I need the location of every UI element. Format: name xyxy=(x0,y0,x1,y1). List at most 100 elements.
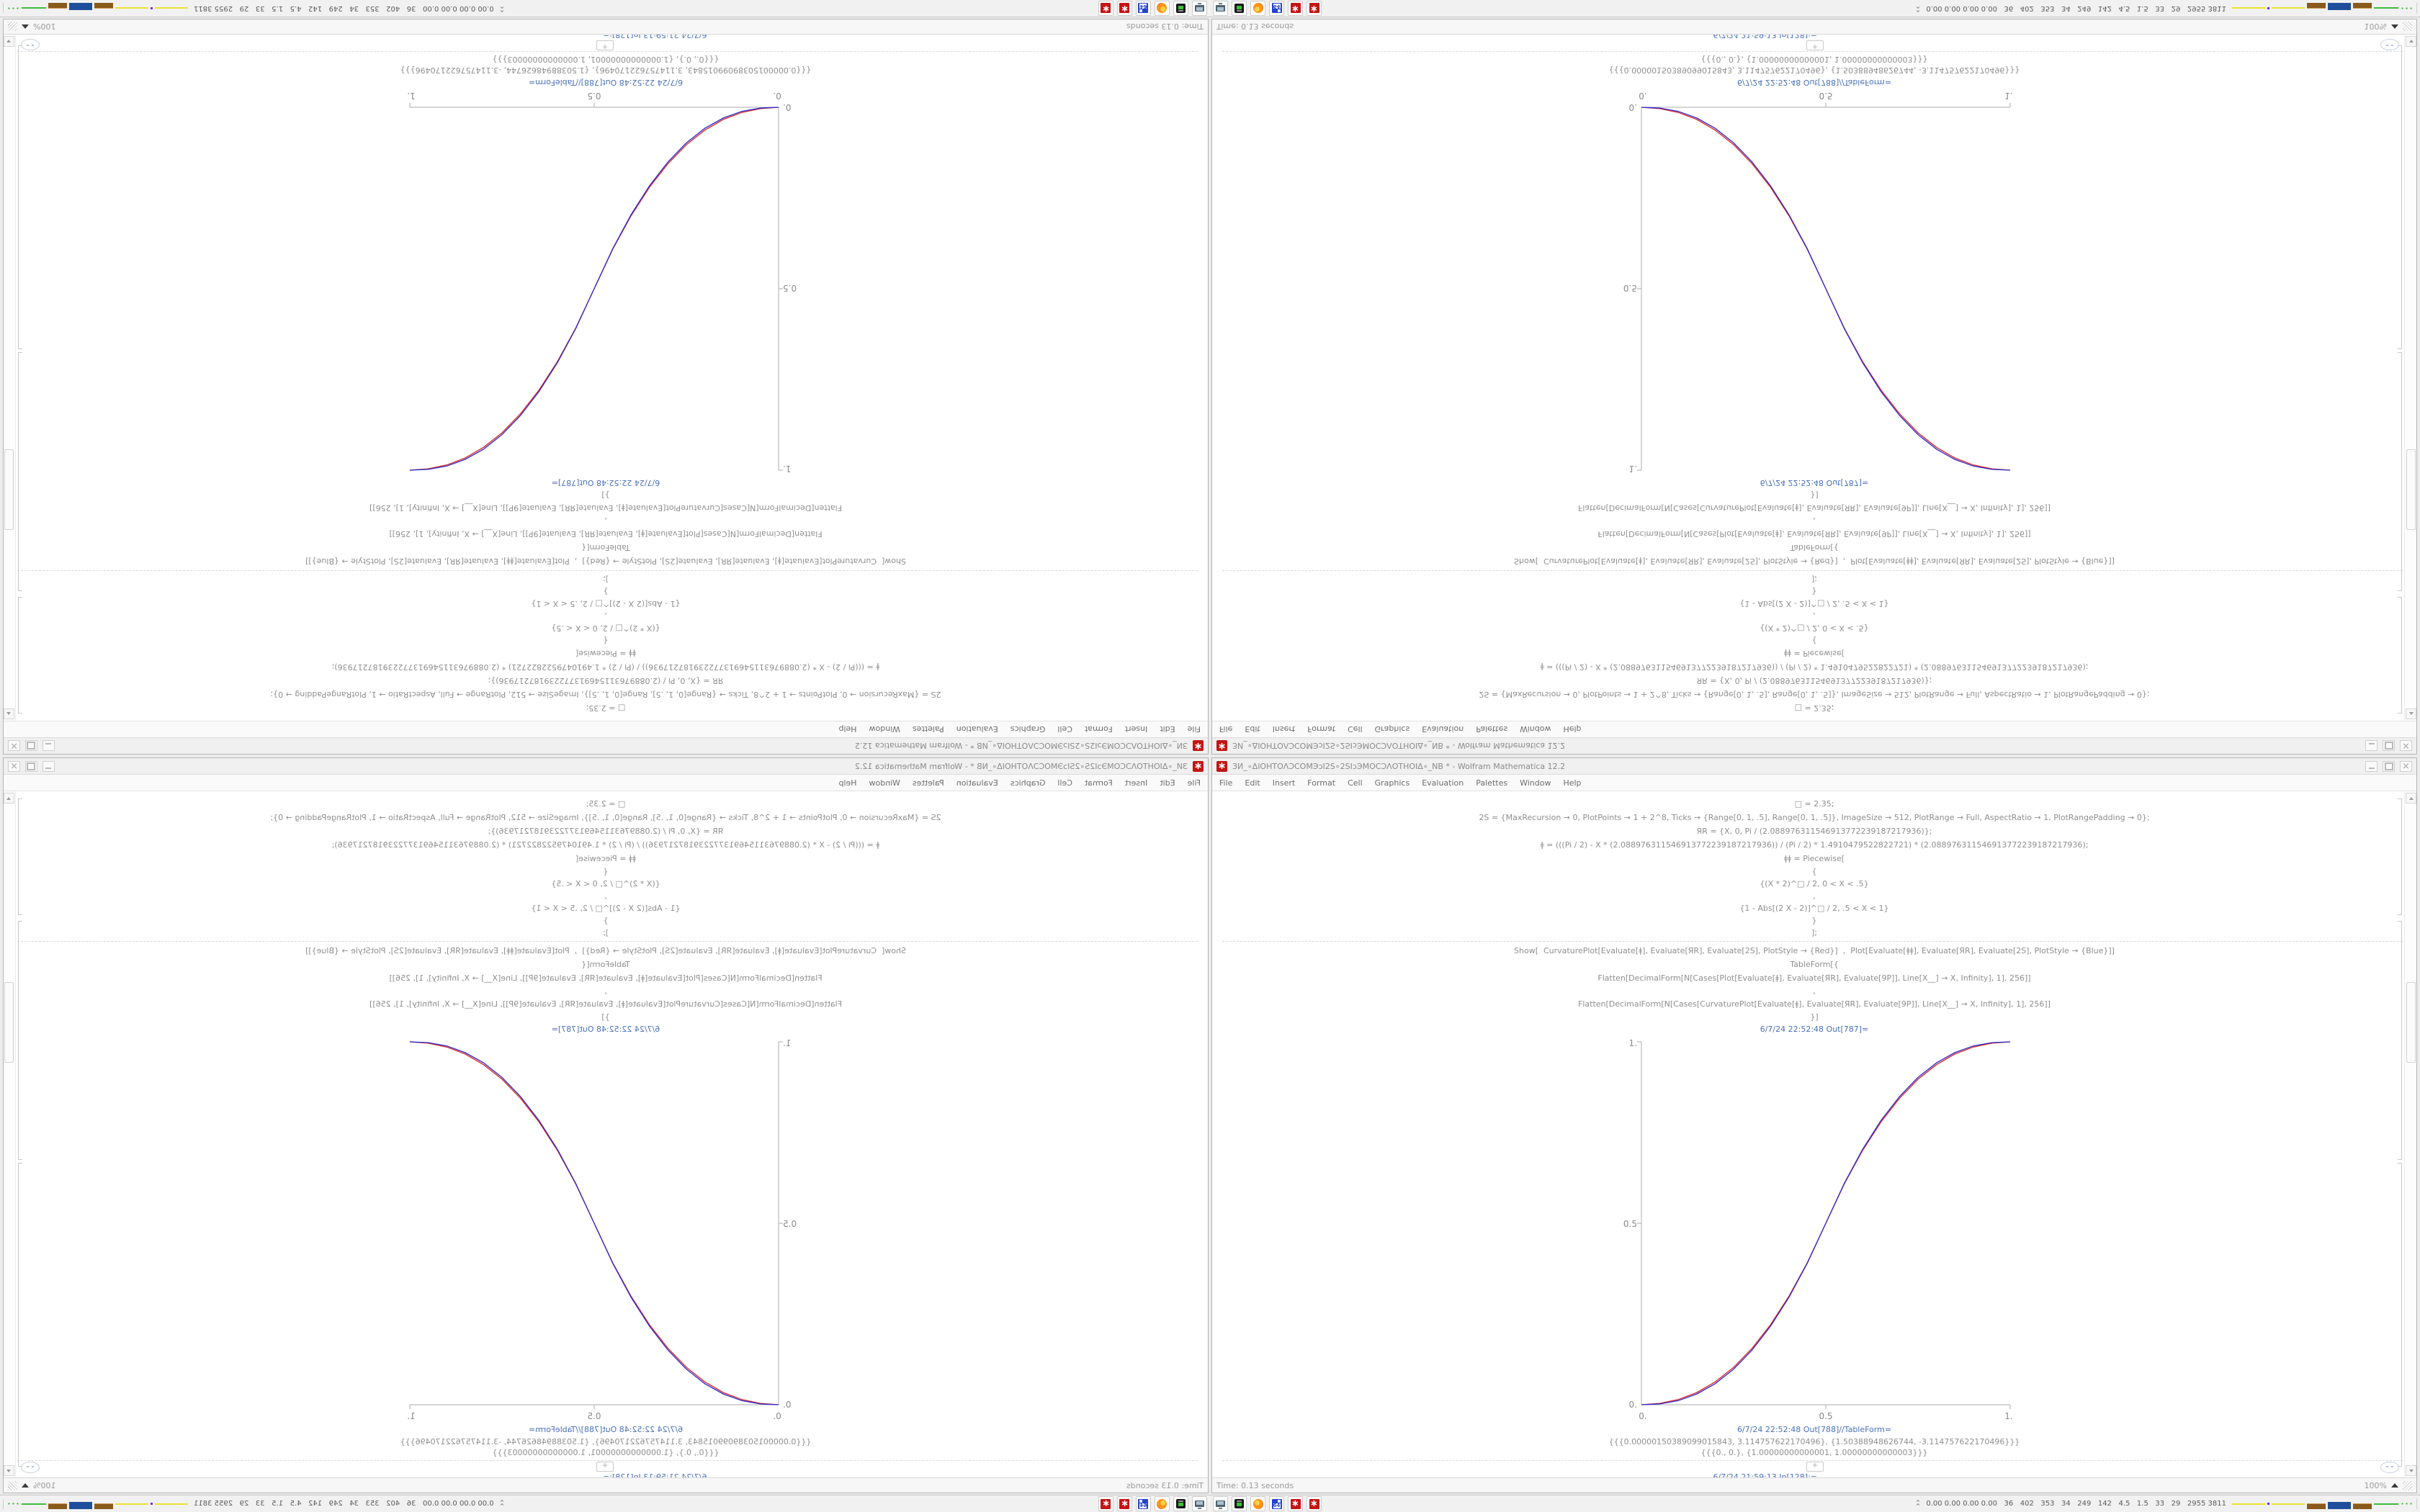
menu-format[interactable]: Format xyxy=(1307,778,1336,788)
scrollbar-thumb[interactable] xyxy=(4,982,14,1063)
cell-bracket-input1[interactable] xyxy=(2398,597,2402,714)
cell-divider[interactable] xyxy=(1222,570,2406,571)
maximize-button[interactable] xyxy=(25,740,37,752)
menu-evaluation[interactable]: Evaluation xyxy=(956,778,998,788)
menu-palettes[interactable]: Palettes xyxy=(1476,724,1508,734)
menu-window[interactable]: Window xyxy=(1520,724,1551,734)
media-recorder-icon[interactable] xyxy=(1232,1,1247,16)
mathematica-task-icon-2[interactable]: ∗ xyxy=(1098,1,1113,16)
menu-insert[interactable]: Insert xyxy=(1272,724,1296,734)
menu-cell[interactable]: Cell xyxy=(1057,778,1072,788)
resize-grip-icon[interactable] xyxy=(2403,22,2412,32)
menu-insert[interactable]: Insert xyxy=(1124,724,1148,734)
menu-help[interactable]: Help xyxy=(1563,778,1582,788)
menu-cell[interactable]: Cell xyxy=(1057,724,1072,734)
system-monitor-applet[interactable]: ^ ^ 0.00 0.00 0.00 0.00 36 402 353 34 249… xyxy=(3,1498,505,1509)
resize-grip-icon[interactable] xyxy=(2403,1480,2412,1490)
window-titlebar[interactable]: ∗ ЗИ_∘ΔIOHTOΛƆϹOMЭɔI2S∘2SIɔЭMOϹƆΛOTHOIΔ∘… xyxy=(1212,737,2416,754)
maximize-button[interactable] xyxy=(25,760,37,772)
scrollbar-thumb[interactable] xyxy=(2406,449,2416,530)
cell-bracket-input2[interactable] xyxy=(2398,352,2402,591)
menu-cell[interactable]: Cell xyxy=(1348,724,1363,734)
menu-format[interactable]: Format xyxy=(1084,778,1113,788)
menu-insert[interactable]: Insert xyxy=(1124,778,1148,788)
notebook-content[interactable]: □ = 2.35; 2S = {MaxRecursion → 0, PlotPo… xyxy=(4,35,1208,721)
menu-evaluation[interactable]: Evaluation xyxy=(1422,778,1464,788)
scroll-down-button[interactable] xyxy=(2406,36,2416,47)
vertical-scrollbar[interactable] xyxy=(2404,35,2416,721)
vertical-scrollbar[interactable] xyxy=(4,35,16,721)
menu-cell[interactable]: Cell xyxy=(1348,778,1363,788)
floppy-64-icon[interactable]: 64 xyxy=(1136,1,1151,16)
media-recorder-icon[interactable] xyxy=(1232,1496,1247,1511)
window-titlebar[interactable]: ∗ ЗИ_∘ΔIOHTOΛƆϹOMЭɔI2S∘2SIɔЭMOϹƆΛOTHOIΔ∘… xyxy=(1212,758,2416,775)
magnification-control[interactable]: 100% xyxy=(2365,1480,2412,1490)
scroll-up-button[interactable] xyxy=(4,708,14,719)
expand-chevrons-icon[interactable]: ⌄⌄ xyxy=(21,1462,40,1473)
menu-file[interactable]: File xyxy=(1219,778,1233,788)
menu-file[interactable]: File xyxy=(1187,724,1201,734)
cell-bracket-input2[interactable] xyxy=(2398,921,2402,1160)
minimize-button[interactable] xyxy=(2365,740,2378,752)
vertical-scrollbar[interactable] xyxy=(2404,791,2416,1477)
mathematica-task-icon[interactable]: ∗ xyxy=(1117,1,1132,16)
insert-cell-button[interactable]: + xyxy=(1806,1462,1824,1472)
window-titlebar[interactable]: ∗ ЗИ_∘ΔIOHTOΛƆϹOMЭɔI2S∘2SIɔЭMOϹƆΛOTHOIΔ∘… xyxy=(4,758,1208,775)
firefox-icon[interactable] xyxy=(1155,1,1170,16)
mathematica-task-icon-2[interactable]: ∗ xyxy=(1098,1496,1113,1511)
close-button[interactable]: × xyxy=(2400,760,2412,772)
floppy-64-icon[interactable]: 64 xyxy=(1269,1,1284,16)
close-button[interactable]: × xyxy=(8,760,20,772)
cell-insertion-line[interactable] xyxy=(1222,1460,2406,1461)
cell-bracket-output[interactable] xyxy=(18,45,22,349)
magnification-control[interactable]: 100% xyxy=(8,1480,55,1490)
minimize-button[interactable] xyxy=(2365,760,2378,772)
floppy-64-icon[interactable]: 64 xyxy=(1136,1496,1151,1511)
menu-graphics[interactable]: Graphics xyxy=(1010,778,1046,788)
minimize-button[interactable] xyxy=(42,760,55,772)
notebook-content[interactable]: □ = 2.35; 2S = {MaxRecursion → 0, PlotPo… xyxy=(1212,791,2416,1477)
menu-help[interactable]: Help xyxy=(838,778,857,788)
insert-cell-button[interactable]: + xyxy=(596,1462,614,1472)
expand-chevrons-icon[interactable]: ⌄⌄ xyxy=(2380,1462,2399,1473)
scroll-down-button[interactable] xyxy=(4,36,14,47)
menu-file[interactable]: File xyxy=(1219,724,1233,734)
menu-edit[interactable]: Edit xyxy=(1160,724,1175,734)
magnification-control[interactable]: 100% xyxy=(2365,22,2412,32)
magnification-control[interactable]: 100% xyxy=(8,22,55,32)
firefox-icon[interactable] xyxy=(1250,1,1265,16)
cell-divider[interactable] xyxy=(14,570,1198,571)
scrollbar-thumb[interactable] xyxy=(2406,982,2416,1063)
cell-insertion-line[interactable] xyxy=(14,1460,1198,1461)
menu-evaluation[interactable]: Evaluation xyxy=(1422,724,1464,734)
menu-edit[interactable]: Edit xyxy=(1160,778,1175,788)
display-manager-icon[interactable] xyxy=(1213,1496,1228,1511)
menu-insert[interactable]: Insert xyxy=(1272,778,1296,788)
scroll-up-button[interactable] xyxy=(2406,793,2416,804)
menu-palettes[interactable]: Palettes xyxy=(912,724,944,734)
firefox-icon[interactable] xyxy=(1155,1496,1170,1511)
cell-bracket-output[interactable] xyxy=(2398,45,2402,349)
menu-window[interactable]: Window xyxy=(869,724,900,734)
system-monitor-applet[interactable]: ^ ^ 0.00 0.00 0.00 0.00 36 402 353 34 249… xyxy=(1916,1498,2417,1509)
menu-graphics[interactable]: Graphics xyxy=(1010,724,1046,734)
cell-bracket-output[interactable] xyxy=(2398,1163,2402,1467)
floppy-64-icon[interactable]: 64 xyxy=(1269,1496,1284,1511)
cell-bracket-input2[interactable] xyxy=(18,352,22,591)
cell-bracket-input1[interactable] xyxy=(18,597,22,714)
cell-divider[interactable] xyxy=(1222,941,2406,942)
system-monitor-applet[interactable]: ^ ^ 0.00 0.00 0.00 0.00 36 402 353 34 249… xyxy=(3,3,505,14)
cell-divider[interactable] xyxy=(14,941,1198,942)
media-recorder-icon[interactable] xyxy=(1173,1,1188,16)
scroll-down-button[interactable] xyxy=(2406,1465,2416,1476)
scroll-down-button[interactable] xyxy=(4,1465,14,1476)
menu-window[interactable]: Window xyxy=(869,778,900,788)
mathematica-task-icon[interactable]: ∗ xyxy=(1288,1496,1303,1511)
insert-cell-button[interactable]: + xyxy=(596,40,614,50)
close-button[interactable]: × xyxy=(2400,740,2412,752)
cell-bracket-input1[interactable] xyxy=(2398,798,2402,915)
menu-format[interactable]: Format xyxy=(1084,724,1113,734)
media-recorder-icon[interactable] xyxy=(1173,1496,1188,1511)
menu-graphics[interactable]: Graphics xyxy=(1374,778,1410,788)
menu-help[interactable]: Help xyxy=(1563,724,1582,734)
